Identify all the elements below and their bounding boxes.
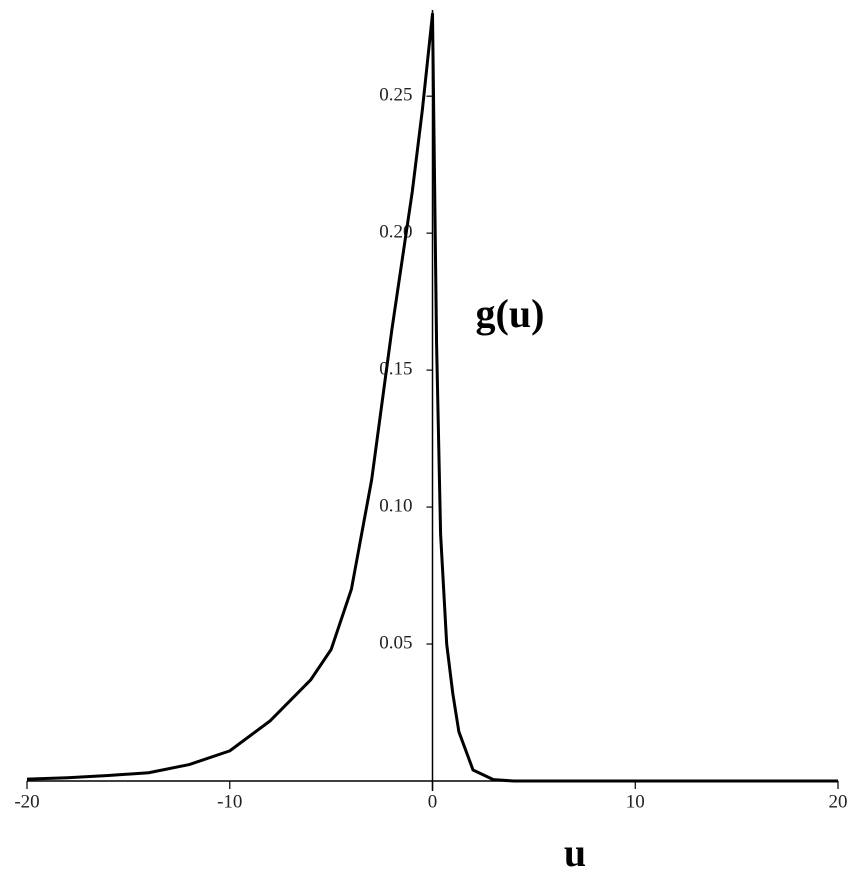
x-axis-title: u bbox=[564, 830, 586, 875]
y-tick-label: 0.10 bbox=[379, 495, 412, 516]
x-tick-label: 20 bbox=[829, 791, 848, 812]
y-axis-title: g(u) bbox=[476, 291, 545, 336]
x-tick-label: 0 bbox=[428, 791, 438, 812]
x-tick-label: -20 bbox=[14, 791, 39, 812]
y-tick-label: 0.25 bbox=[379, 85, 412, 106]
y-tick-label: 0.05 bbox=[379, 632, 412, 653]
x-tick-label: 10 bbox=[626, 791, 645, 812]
data-line bbox=[26, 12, 838, 783]
x-tick-label: -10 bbox=[217, 791, 242, 812]
